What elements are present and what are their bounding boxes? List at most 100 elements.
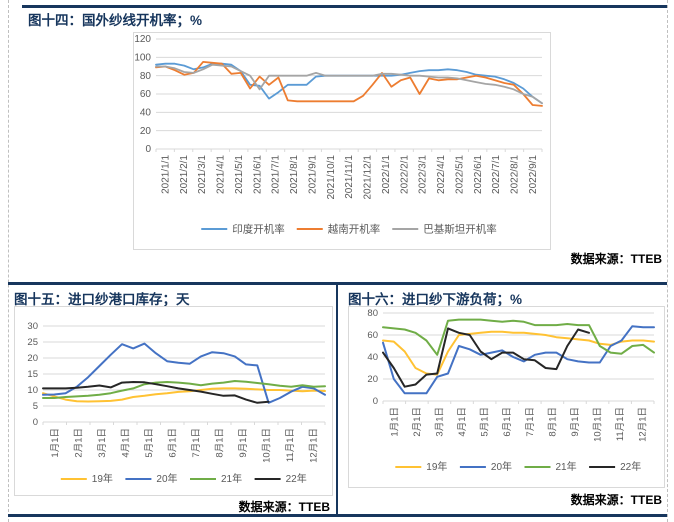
legend-label-2: 巴基斯坦开机率 [423, 222, 497, 235]
x-tick-label: 2021/10/1 [326, 155, 337, 200]
series-line-3 [42, 381, 270, 404]
figure15-title: 图十五：进口纱港口库存；天 [14, 292, 190, 307]
x-tick-label: 2021/3/1 [197, 155, 208, 194]
figure14-line-chart-canvas: 0 20 40 60 80 100 120 2021/1/1 2021/2/1 2021/3/1 2… [134, 34, 543, 235]
x-tick-label: 6月1日 [502, 407, 513, 437]
x-tick-label: 9月1日 [238, 428, 249, 458]
x-tick-label: 2021/9/1 [307, 155, 318, 194]
x-tick-label: 10月1日 [261, 428, 272, 463]
legend-label-2: 21年 [556, 460, 577, 473]
figure15-line-chart-canvas: 0 5 10 15 20 25 30 1月1日 2月1日 3月1日 4月1日 5月1日 6月1日 7月1日… [27, 321, 326, 485]
legend-label-1: 20年 [156, 472, 177, 485]
legend-label-0: 19年 [92, 472, 113, 485]
legend-label-3: 22年 [620, 460, 641, 473]
x-tick-label: 2022/2/1 [399, 155, 410, 194]
x-tick-label: 3月1日 [97, 428, 108, 458]
x-tick-label: 3月1日 [434, 407, 445, 437]
x-tick-label: 2021/1/1 [160, 155, 171, 194]
y-tick-label: 20 [140, 126, 152, 137]
x-tick-label: 2022/6/1 [473, 155, 484, 194]
legend-label-3: 22年 [286, 472, 307, 485]
legend-label-1: 越南开机率 [328, 222, 381, 235]
x-tick-label: 2021/8/1 [289, 155, 300, 194]
series-line-3 [382, 327, 590, 388]
x-tick-label: 2022/1/1 [381, 155, 392, 194]
x-tick-label: 2022/8/1 [510, 155, 521, 194]
legend-label-0: 19年 [426, 460, 447, 473]
x-tick-label: 9月1日 [570, 407, 581, 437]
figure16-chart: 0 20 40 60 80 1月1日 2月1日 3月1日 4月1日 5月1日 6月1日 7月1日 8月1… [348, 306, 665, 488]
x-tick-label: 2021/4/1 [216, 155, 227, 194]
x-tick-label: 7月1日 [191, 428, 202, 458]
x-tick-label: 2022/3/1 [418, 155, 429, 194]
x-tick-label: 2月1日 [412, 407, 423, 437]
page-right-dashed-border [667, 0, 668, 522]
x-tick-label: 5月1日 [480, 407, 491, 437]
legend-label-2: 21年 [221, 472, 242, 485]
y-tick-label: 20 [367, 374, 378, 385]
x-tick-label: 7月1日 [525, 407, 536, 437]
x-tick-label: 2021/2/1 [179, 155, 190, 194]
y-tick-label: 80 [140, 71, 152, 82]
x-tick-label: 2021/5/1 [234, 155, 245, 194]
x-tick-label: 2022/5/1 [454, 155, 465, 194]
y-tick-label: 0 [145, 144, 151, 155]
x-tick-label: 2021/12/1 [363, 155, 374, 200]
figure16-line-chart-canvas: 0 20 40 60 80 1月1日 2月1日 3月1日 4月1日 5月1日 6月1日 7月1日 8月1… [367, 308, 655, 473]
x-tick-label: 2021/6/1 [252, 155, 263, 194]
x-tick-label: 2022/7/1 [491, 155, 502, 194]
y-tick-label: 100 [134, 53, 151, 64]
series-line-1 [42, 342, 326, 404]
y-tick-label: 40 [367, 352, 378, 363]
y-tick-label: 40 [140, 108, 152, 119]
y-tick-label: 30 [27, 321, 38, 332]
series-line-2 [382, 318, 655, 356]
x-tick-label: 4月1日 [457, 407, 468, 437]
series-line-0 [42, 387, 326, 403]
x-tick-label: 4月1日 [120, 428, 131, 458]
bottom-rule [8, 514, 667, 517]
series-line-1 [382, 325, 655, 395]
figure14-chart: 0 20 40 60 80 100 120 2021/1/1 2021/2/1 2021/3/1 2… [133, 32, 551, 250]
series-line-2 [42, 380, 326, 399]
x-tick-label: 1月1日 [389, 407, 400, 437]
series-line-1 [155, 60, 543, 107]
source-note: 数据来源：TTEB [570, 252, 662, 266]
y-tick-label: 20 [27, 353, 38, 364]
x-tick-label: 11月1日 [285, 428, 296, 462]
y-tick-label: 60 [367, 330, 378, 341]
figure16-title: 图十六：进口纱下游负荷；% [348, 292, 523, 307]
y-tick-label: 120 [134, 34, 151, 45]
x-tick-label: 8月1日 [214, 428, 225, 458]
x-tick-label: 10月1日 [593, 407, 604, 442]
series-line-2 [155, 63, 543, 105]
legend-label-0: 印度开机率 [232, 222, 285, 235]
x-tick-label: 2月1日 [73, 428, 84, 458]
x-tick-label: 2022/9/1 [528, 155, 539, 194]
y-tick-label: 60 [140, 89, 152, 100]
middle-rule [8, 282, 667, 285]
y-tick-label: 15 [27, 369, 38, 380]
x-tick-label: 11月1日 [615, 407, 626, 441]
y-tick-label: 0 [373, 396, 378, 407]
top-rule [22, 5, 667, 8]
x-tick-label: 2022/4/1 [436, 155, 447, 194]
figure15-chart: 0 5 10 15 20 25 30 1月1日 2月1日 3月1日 4月1日 5月1日 6月1日 7月1日… [14, 306, 333, 496]
y-tick-label: 25 [27, 337, 38, 348]
y-tick-label: 10 [27, 385, 38, 396]
source-note: 数据来源：TTEB [238, 500, 330, 514]
x-tick-label: 6月1日 [167, 428, 178, 458]
x-tick-label: 2021/7/1 [271, 155, 282, 194]
cell-divider [336, 285, 338, 514]
legend-label-1: 20年 [491, 460, 512, 473]
source-note: 数据来源：TTEB [570, 493, 662, 507]
x-tick-label: 8月1日 [547, 407, 558, 437]
x-tick-label: 2021/11/1 [344, 155, 355, 199]
x-tick-label: 12月1日 [308, 428, 319, 463]
figure14-title: 图十四：国外纱线开机率；% [28, 13, 203, 28]
x-tick-label: 12月1日 [638, 407, 649, 442]
y-tick-label: 5 [33, 401, 38, 412]
y-tick-label: 80 [367, 308, 378, 319]
y-tick-label: 0 [33, 417, 38, 428]
